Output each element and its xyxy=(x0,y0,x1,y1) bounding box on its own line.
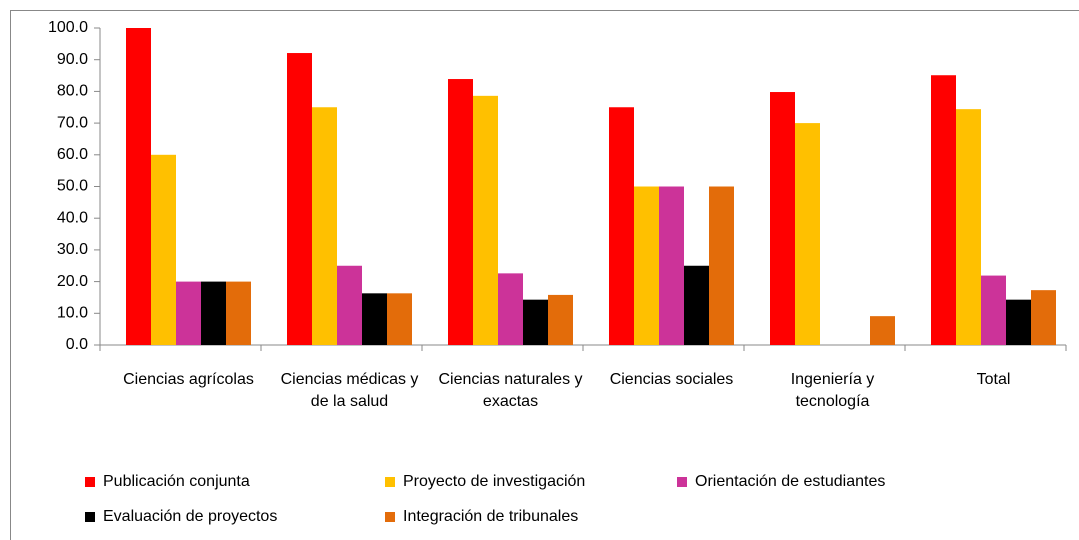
y-tick-label: 60.0 xyxy=(57,146,88,163)
chart-border xyxy=(10,10,1079,540)
bar xyxy=(473,95,498,345)
y-tick-label: 50.0 xyxy=(57,178,88,195)
bar xyxy=(448,79,473,346)
y-tick-label: 10.0 xyxy=(57,305,88,322)
legend-label: Proyecto de investigación xyxy=(403,473,585,490)
bar xyxy=(176,281,201,345)
legend-label: Integración de tribunales xyxy=(403,508,578,525)
bar xyxy=(548,294,573,345)
x-tick-label: Ingeniería y tecnología xyxy=(790,371,875,410)
bar xyxy=(981,275,1006,345)
bar xyxy=(931,75,956,345)
legend-swatch xyxy=(677,477,687,487)
y-tick-label: 80.0 xyxy=(57,83,88,100)
x-tick-label: Ciencias naturales y exactas xyxy=(438,371,583,410)
bar xyxy=(312,107,337,345)
legend-swatch xyxy=(85,512,95,522)
legend-label: Orientación de estudiantes xyxy=(695,473,885,490)
legend-label: Publicación conjunta xyxy=(103,473,250,490)
bar xyxy=(1006,299,1031,345)
y-tick-label: 0.0 xyxy=(66,336,88,353)
legend-label: Evaluación de proyectos xyxy=(103,508,277,525)
bar xyxy=(770,92,795,345)
legend-swatch xyxy=(385,512,395,522)
bar xyxy=(362,293,387,345)
legend-swatch xyxy=(85,477,95,487)
bar xyxy=(956,109,981,345)
bar xyxy=(659,186,684,345)
x-tick-label: Ciencias sociales xyxy=(609,371,734,388)
bar xyxy=(126,28,151,345)
bar xyxy=(337,265,362,345)
bar xyxy=(498,273,523,345)
bar xyxy=(151,154,176,345)
y-tick-label: 100.0 xyxy=(48,19,88,36)
x-tick-label: Total xyxy=(976,371,1011,388)
x-tick-label: Ciencias agrícolas xyxy=(123,371,254,388)
bar xyxy=(709,186,734,345)
y-tick-label: 40.0 xyxy=(57,209,88,226)
x-tick-label: Ciencias médicas y de la salud xyxy=(280,371,419,410)
y-tick-label: 30.0 xyxy=(57,241,88,258)
bar xyxy=(287,53,312,345)
bar xyxy=(1031,290,1056,345)
bar xyxy=(795,123,820,345)
bar xyxy=(634,186,659,345)
legend-swatch xyxy=(385,477,395,487)
bar xyxy=(201,281,226,345)
bar xyxy=(387,293,412,345)
bar xyxy=(523,299,548,345)
y-tick-label: 20.0 xyxy=(57,273,88,290)
bar xyxy=(226,281,251,345)
bar xyxy=(684,265,709,345)
bar xyxy=(870,316,895,345)
y-tick-label: 90.0 xyxy=(57,51,88,68)
y-tick-label: 70.0 xyxy=(57,114,88,131)
bar xyxy=(609,107,634,345)
